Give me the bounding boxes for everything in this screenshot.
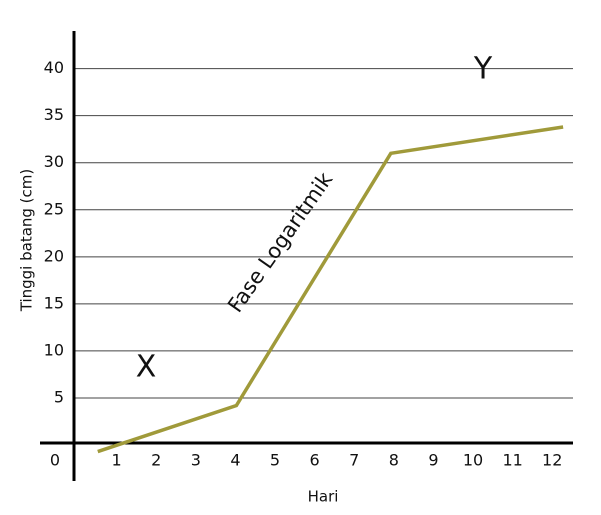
annotation: X xyxy=(136,350,157,385)
y-tick-label: 5 xyxy=(54,387,64,406)
x-tick-label: 5 xyxy=(270,451,280,470)
y-axis-label: Tinggi batang (cm) xyxy=(18,169,36,313)
x-tick-label: 1 xyxy=(112,451,122,470)
x-tick-label: 12 xyxy=(542,451,562,470)
annotation: Y xyxy=(473,52,493,87)
y-tick-label: 10 xyxy=(44,340,64,359)
x-tick-label: 11 xyxy=(502,451,522,470)
x-axis-label: Hari xyxy=(308,488,339,506)
y-tick-label: 15 xyxy=(44,293,64,312)
x-tick-label: 10 xyxy=(463,451,483,470)
y-tick-label: 30 xyxy=(44,152,64,171)
x-tick-label: 6 xyxy=(310,451,320,470)
x-tick-label: 8 xyxy=(389,451,399,470)
x-tick-label: 0 xyxy=(50,451,60,470)
data-line xyxy=(97,125,564,454)
y-tick-label: 25 xyxy=(44,199,64,218)
x-tick-label: 2 xyxy=(151,451,161,470)
y-tick-label: 40 xyxy=(44,58,64,77)
y-tick-label: 20 xyxy=(44,246,64,265)
x-tick-label: 3 xyxy=(191,451,201,470)
x-tick-label: 7 xyxy=(349,451,359,470)
x-tick-label: 9 xyxy=(428,451,438,470)
x-tick-label: 4 xyxy=(230,451,240,470)
annotation: Fase Logaritmik xyxy=(223,167,338,317)
y-tick-label: 35 xyxy=(44,105,64,124)
